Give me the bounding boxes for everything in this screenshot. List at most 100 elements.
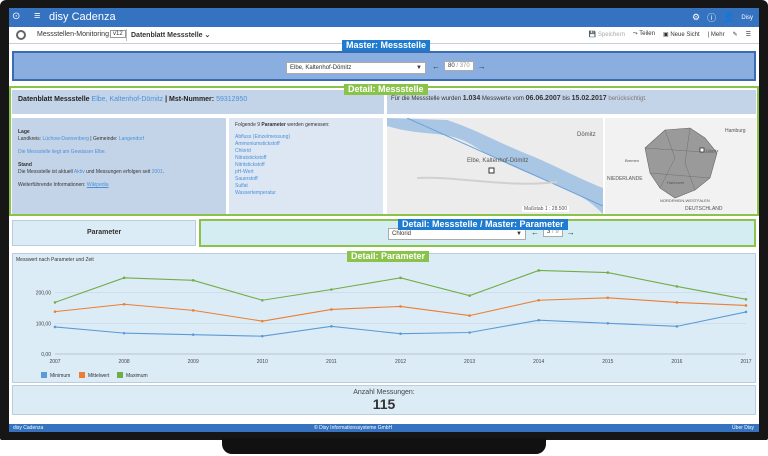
legend-label: Maximum <box>126 373 148 379</box>
save-button[interactable]: 💾 Speichern <box>588 32 625 38</box>
chart-panel: Messwert nach Parameter und Zeit 0,00 100… <box>12 253 756 383</box>
next-arrow-icon[interactable]: → <box>477 61 486 71</box>
count-panel: Anzahl Messungen: 115 <box>12 385 756 415</box>
data-point <box>468 331 471 334</box>
data-point <box>122 331 126 335</box>
data-point <box>191 333 195 336</box>
dashboard-title[interactable]: Datenblatt Messstelle ⌄ <box>131 32 211 39</box>
count-value: 115 <box>372 396 396 412</box>
footer-app-name: disy Cadenza <box>13 425 44 431</box>
data-point <box>675 301 679 304</box>
map-label: NORDRHEIN-WESTFALEN <box>660 198 710 203</box>
overview-map[interactable]: Hamburg NIEDERLANDE NORDRHEIN-WESTFALEN … <box>605 118 756 214</box>
menu-icon[interactable]: ≡ <box>34 10 41 22</box>
cadenza-logo-icon[interactable] <box>16 30 26 40</box>
district-link[interactable]: Lüchow-Dannenberg <box>42 136 89 142</box>
data-point <box>122 276 126 280</box>
river-line <box>406 118 603 207</box>
chevron-down-icon: ⌄ <box>204 32 211 39</box>
station-page-box[interactable]: 80 / 370 <box>444 61 474 71</box>
map-label: DEUTSCHLAND <box>685 206 723 212</box>
data-point <box>399 332 402 336</box>
data-point <box>399 276 402 280</box>
prev-arrow-icon[interactable]: ← <box>531 227 539 237</box>
map-place-label: Dömitz <box>577 132 596 138</box>
next-arrow-icon[interactable]: → <box>566 227 575 237</box>
map-label: NIEDERLANDE <box>607 176 643 182</box>
x-tick-label: 2007 <box>49 359 60 365</box>
share-button[interactable]: ⤳ Teilen <box>632 31 655 37</box>
district-line: Landkreis: Lüchow-Dannenberg | Gemeinde:… <box>18 136 145 142</box>
help-icon[interactable]: ⓘ <box>707 13 717 23</box>
project-name[interactable]: Messstellen-Monitoring <box>37 31 109 38</box>
map-label: Dömitz <box>706 148 719 153</box>
map-canvas <box>387 118 603 214</box>
edit-icon[interactable]: ✎ <box>732 32 738 38</box>
x-tick-label: 2010 <box>257 359 268 365</box>
caret-down-icon: ▼ <box>516 231 522 237</box>
data-point <box>675 325 679 328</box>
road-line <box>416 176 558 185</box>
parameter-link[interactable]: Wassertemperatur <box>235 190 276 196</box>
data-point <box>191 278 195 282</box>
x-tick-label: 2015 <box>602 359 613 365</box>
data-point <box>537 318 540 322</box>
data-point <box>744 304 748 307</box>
y-tick-label: 200,00 <box>36 291 52 297</box>
parameter-link[interactable]: Nitratstickstoff <box>235 155 267 161</box>
legend-swatch <box>117 372 123 378</box>
legend-label: Mittelwert <box>88 373 110 379</box>
new-view-button[interactable]: ▣ Neue Sicht <box>662 32 700 38</box>
detail-map[interactable]: Dömitz Elbe, Kaltenhof-Dömitz Maßstab 1 … <box>387 118 603 214</box>
parameter-link[interactable]: Nitritstickstoff <box>235 162 265 168</box>
line-chart[interactable]: 0,00 100,00 200,00 2007 2008 2009 2010 2011 2012… <box>13 254 755 382</box>
station-number: 59312950 <box>216 96 248 103</box>
prev-arrow-icon[interactable]: ← <box>432 61 440 71</box>
location-panel: Lage Landkreis: Lüchow-Dannenberg | Geme… <box>12 118 226 214</box>
wikipedia-link[interactable]: Wikipedia <box>86 182 109 188</box>
caret-down-icon: ▼ <box>416 65 422 71</box>
river-area <box>387 118 603 214</box>
parameter-link[interactable]: Abfluss (Einzelmessung) <box>235 134 291 140</box>
about-link[interactable]: Über Disy <box>732 425 754 431</box>
settings-icon[interactable]: ⚙ <box>692 12 701 22</box>
data-point <box>537 269 540 272</box>
data-point <box>468 314 471 317</box>
map-station-label: Elbe, Kaltenhof-Dömitz <box>467 158 529 164</box>
parameter-link[interactable]: Chlorid <box>235 148 251 154</box>
data-point <box>122 302 126 306</box>
x-tick-label: 2017 <box>740 359 751 365</box>
data-point <box>330 308 333 311</box>
summary-header: Für die Messstelle wurden 1.034 Messwert… <box>387 90 756 114</box>
more-button[interactable]: | Mehr <box>707 31 725 38</box>
parameter-link[interactable]: pH-Wert <box>235 169 254 175</box>
parameter-link[interactable]: Ammoniumstickstoff <box>235 141 280 147</box>
data-point <box>53 310 57 313</box>
chart-title: Messwert nach Parameter und Zeit <box>16 257 94 263</box>
station-marker-icon[interactable] <box>488 167 495 174</box>
data-point <box>261 319 264 323</box>
station-name-link[interactable]: Elbe, Kaltenhof-Dömitz <box>91 96 164 103</box>
map-label: Hannover <box>667 180 685 185</box>
data-point <box>261 298 264 302</box>
parameter-link[interactable]: Sauerstoff <box>235 176 258 182</box>
data-point <box>53 301 57 304</box>
municipality-link[interactable]: Langendorf <box>118 136 145 142</box>
data-point <box>537 298 540 302</box>
footer: disy Cadenza © Disy Informationssysteme … <box>9 424 759 432</box>
x-tick-label: 2009 <box>188 359 199 365</box>
measurement-summary: Für die Messstelle wurden 1.034 Messwert… <box>391 95 647 102</box>
map-label: Hamburg <box>725 128 746 134</box>
toolbar: Messstellen-Monitoring v12 Datenblatt Me… <box>9 27 759 44</box>
layers-icon[interactable]: ☰ <box>745 32 751 38</box>
data-point <box>330 288 333 291</box>
app-screen: ⊙ ≡ disy Cadenza ⚙ ⓘ 👤 Disy Messstellen-… <box>9 8 759 432</box>
user-name[interactable]: Disy <box>741 14 753 21</box>
region-borders <box>644 127 718 191</box>
apps-grid-icon[interactable]: ⊙ <box>12 11 21 22</box>
user-icon[interactable]: 👤 <box>723 12 735 22</box>
parameter-link[interactable]: Sulfat <box>235 183 248 189</box>
station-select[interactable]: Elbe, Kaltenhof-Dömitz ▼ <box>286 62 426 74</box>
parameter-list-panel: Folgende 9 Parameter werden gemessen: Ab… <box>229 118 383 214</box>
footer-copyright: © Disy Informationssysteme GmbH <box>314 425 393 431</box>
